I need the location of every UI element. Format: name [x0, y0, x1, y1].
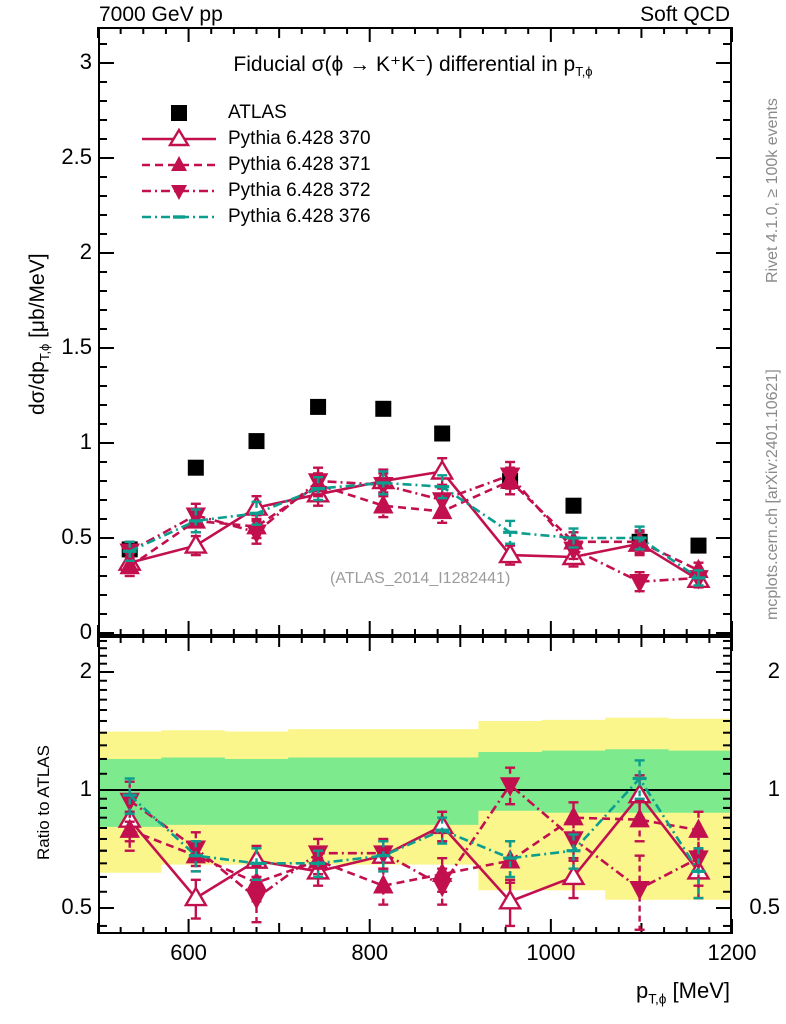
legend-item[interactable]: ATLAS [140, 100, 371, 126]
legend-key-filled-triangle-down [140, 179, 218, 203]
y-tick-label-main: 3 [79, 49, 92, 74]
legend-item[interactable]: Pythia 6.428 376 [140, 204, 371, 230]
ratio-panel-frame [98, 636, 732, 934]
x-axis-label: pT,ϕ [MeV] [636, 978, 730, 1006]
x-axis-label-unit: [MeV] [666, 978, 730, 1003]
legend-item[interactable]: Pythia 6.428 372 [140, 178, 371, 204]
mcplots-source-label: mcplots.cern.ch [arXiv:2401.10621] [764, 369, 781, 620]
y-tick-label-ratio-right: 0.5 [749, 894, 780, 919]
legend-label: Pythia 6.428 370 [228, 128, 371, 149]
x-tick-label: 1000 [526, 940, 576, 965]
x-axis-label-text: p [635, 978, 649, 1003]
x-tick-label: 600 [170, 940, 207, 965]
y-tick-label-main: 0.5 [61, 524, 92, 549]
header-right-process-label: Soft QCD [640, 3, 730, 26]
y-tick-label-ratio-right: 2 [767, 658, 780, 683]
rivet-version-label: Rivet 4.1.0, ≥ 100k events [764, 98, 781, 283]
x-tick-label: 1200 [707, 940, 757, 965]
header-left-beam-label: 7000 GeV pp [99, 3, 223, 26]
x-axis-label-sub: T,ϕ [648, 991, 667, 1007]
y-tick-label-main: 1.5 [61, 334, 92, 359]
y-axis-label-main-text: dσ/dp [26, 361, 49, 415]
y-axis-label-ratio: Ratio to ATLAS [34, 745, 53, 860]
plot-title: Fiducial σ(ϕ → K⁺K⁻) differential in pT,… [0, 52, 786, 79]
legend: ATLAS Pythia 6.428 370 Pythia 6.428 371 Pyt… [140, 100, 371, 230]
y-tick-label-ratio-left: 2 [79, 658, 92, 683]
y-axis-label-main-unit: [μb/MeV] [26, 253, 49, 344]
legend-item[interactable]: Pythia 6.428 370 [140, 126, 371, 152]
legend-label: ATLAS [228, 102, 287, 123]
legend-key-filled-square [140, 101, 218, 125]
plot-title-text: Fiducial σ(ϕ → K⁺K⁻) differential in p [233, 53, 576, 76]
y-tick-label-main: 2 [79, 239, 92, 264]
legend-item[interactable]: Pythia 6.428 371 [140, 152, 371, 178]
y-tick-label-ratio-left: 0.5 [61, 894, 92, 919]
y-tick-label-ratio-right: 1 [767, 776, 780, 801]
plot-title-subscript: T,ϕ [575, 64, 593, 80]
main-panel-frame [98, 27, 732, 636]
y-tick-label-main: 1 [79, 429, 92, 454]
y-tick-label-main: 2.5 [61, 144, 92, 169]
legend-label: Pythia 6.428 376 [228, 206, 371, 227]
legend-key-open-triangle-up [140, 127, 218, 151]
x-tick-label: 800 [351, 940, 389, 965]
y-tick-label-main: 0 [79, 619, 92, 644]
legend-label: Pythia 6.428 371 [228, 154, 371, 175]
legend-key-filled-triangle-up [140, 153, 218, 177]
legend-key-small-dash [140, 205, 218, 229]
y-tick-label-ratio-left: 1 [79, 776, 92, 801]
legend-label: Pythia 6.428 372 [228, 180, 371, 201]
